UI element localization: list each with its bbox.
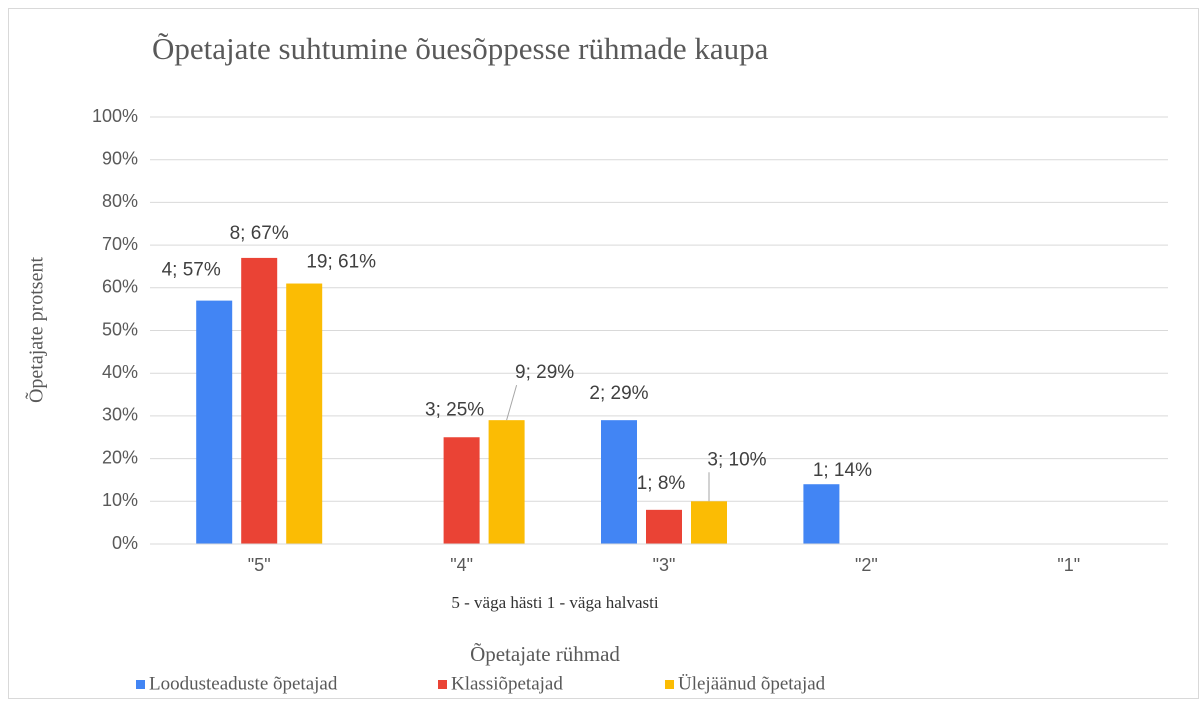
- y-tick-label: 40%: [102, 362, 138, 382]
- x-tick-label: "1": [1057, 555, 1080, 575]
- data-label: 4; 57%: [162, 260, 221, 281]
- y-tick-label: 10%: [102, 490, 138, 510]
- data-label: 3; 25%: [425, 399, 484, 420]
- leader-line: [506, 385, 518, 421]
- bar: [443, 437, 480, 544]
- bar: [803, 484, 840, 544]
- x-tick-label: "4": [450, 555, 473, 575]
- y-tick-label: 30%: [102, 405, 138, 425]
- y-tick-label: 100%: [92, 106, 138, 126]
- data-label: 9; 29%: [515, 362, 574, 383]
- legend-swatch: [136, 680, 145, 689]
- legend-swatch: [665, 680, 674, 689]
- x-axis-subtitle: 5 - väga hästi 1 - väga halvasti: [451, 593, 659, 612]
- y-tick-label: 60%: [102, 277, 138, 297]
- data-label: 1; 8%: [637, 473, 686, 494]
- chart-title: Õpetajate suhtumine õuesõppesse rühmade …: [152, 31, 769, 66]
- bar: [241, 257, 278, 544]
- data-label: 19; 61%: [306, 252, 376, 273]
- bar: [646, 509, 682, 544]
- y-tick-label: 20%: [102, 447, 138, 467]
- bar: [286, 283, 323, 544]
- x-tick-label: "3": [653, 555, 676, 575]
- bar: [691, 501, 727, 544]
- x-tick-label: "2": [855, 555, 878, 575]
- y-tick-label: 90%: [102, 148, 138, 168]
- y-tick-label: 80%: [102, 191, 138, 211]
- bar: [601, 420, 637, 544]
- x-tick-label: "5": [248, 555, 271, 575]
- legend-label: Loodusteaduste õpetajad: [149, 673, 338, 694]
- data-label: 2; 29%: [589, 383, 648, 404]
- data-label: 8; 67%: [230, 223, 289, 244]
- legend-swatch: [438, 680, 447, 689]
- y-tick-label: 0%: [112, 533, 138, 553]
- bar: [488, 420, 525, 544]
- y-tick-label: 70%: [102, 234, 138, 254]
- x-axis-label: Õpetajate rühmad: [470, 642, 620, 666]
- y-tick-label: 50%: [102, 319, 138, 339]
- legend-label: Ülejäänud õpetajad: [678, 673, 826, 694]
- y-axis-label: Õpetajate protsent: [24, 257, 48, 403]
- data-label: 1; 14%: [813, 460, 872, 481]
- data-label: 3; 10%: [707, 449, 766, 470]
- bar: [196, 300, 233, 544]
- legend-label: Klassiõpetajad: [451, 673, 563, 694]
